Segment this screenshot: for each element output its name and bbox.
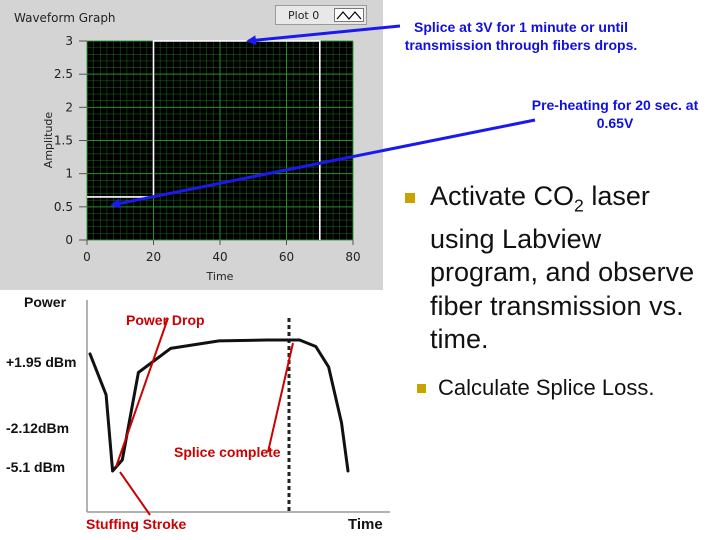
x-tick-label: 40 (212, 250, 227, 264)
power-drop-pointer (115, 317, 169, 468)
plot-legend-swatch (334, 8, 364, 22)
y-tick-label: 2.5 (54, 67, 73, 81)
x-tick-label: 80 (345, 250, 360, 264)
waveform-series-plot-0 (87, 40, 321, 240)
splice-complete-label: Splice complete (174, 444, 281, 460)
x-tick-label: 0 (83, 250, 91, 264)
y-tick-label: 2 (65, 100, 73, 114)
power-curve-group (88, 338, 350, 473)
power-drop-label: Power Drop (126, 312, 205, 328)
bullet-1-text-after: laser using Labview program, and observe… (430, 181, 695, 355)
waveform-x-axis-label: Time (206, 270, 234, 283)
x-tick-label: 60 (279, 250, 294, 264)
bullet-activate-laser: Activate CO2 laser using Labview program… (430, 180, 715, 357)
y-tick-label: 0.5 (54, 200, 73, 214)
bullet-1-text-before: Activate CO (430, 181, 575, 211)
level-mid-label: -2.12dBm (6, 420, 70, 436)
waveform-y-axis-label: Amplitude (42, 112, 55, 169)
preheat-annotation: Pre-heating for 20 sec. at 0.65V (531, 97, 699, 131)
preheat-annotation-arrow (110, 118, 536, 209)
plot-legend-label: Plot 0 (288, 9, 320, 22)
y-tick-label: 0 (65, 233, 73, 247)
power-curve (88, 338, 350, 473)
bullet-splice-loss: Calculate Splice Loss. (438, 375, 655, 400)
bullet-marker (405, 193, 415, 203)
waveform-trace (87, 40, 321, 240)
x-tick-label: 20 (146, 250, 161, 264)
splice-annotation: Splice at 3V for 1 minute or until trans… (404, 19, 638, 53)
y-tick-label: 3 (65, 34, 73, 48)
graph-title: Waveform Graph (14, 11, 116, 25)
y-tick-label: 1.5 (54, 134, 73, 148)
waveform-ticks: 0 20 40 60 80 0 0.5 1 1.5 2 2.5 3 (54, 34, 361, 264)
stuffing-stroke-label: Stuffing Stroke (86, 516, 187, 532)
bullet-1-subscript: 2 (574, 195, 584, 216)
waveform-grid (86, 40, 354, 241)
splice-annotation-arrow (246, 24, 401, 46)
y-tick-label: 1 (65, 167, 73, 181)
stuffing-stroke-pointer (119, 471, 151, 516)
level-high-label: +1.95 dBm (6, 354, 77, 370)
plot-legend[interactable]: Plot 0 (275, 5, 367, 25)
time-axis-label: Time (348, 516, 383, 533)
power-axis-label: Power (24, 294, 67, 310)
splice-complete-pointer (267, 342, 294, 453)
level-low-label: -5.1 dBm (6, 459, 66, 475)
bullet-marker (417, 384, 426, 393)
